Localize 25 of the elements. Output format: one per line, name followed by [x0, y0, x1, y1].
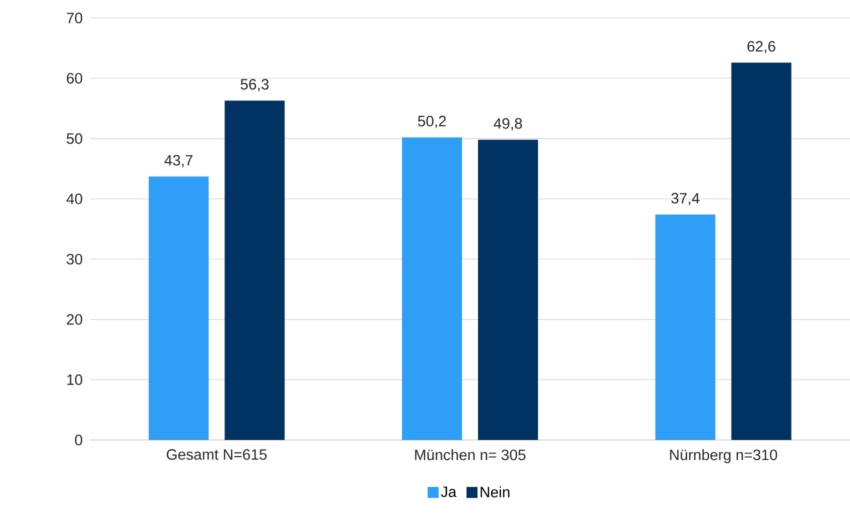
bar — [148, 176, 209, 440]
x-tick-label: München n= 305 — [415, 449, 526, 460]
y-tick-label: 70 — [66, 12, 82, 24]
data-label: 56,3 — [240, 78, 269, 92]
y-tick-label: 50 — [66, 133, 82, 144]
y-tick-label: 30 — [66, 254, 82, 264]
x-tick-label: Gesamt N=615 — [166, 449, 267, 460]
legend-label: Nein — [480, 486, 510, 498]
y-tick-label: 10 — [67, 374, 82, 386]
data-label: 37,4 — [671, 192, 700, 206]
data-label: 50,2 — [418, 116, 446, 128]
data-label: 62,6 — [748, 41, 776, 54]
bar — [655, 214, 716, 440]
y-tick-label: 0 — [75, 434, 82, 446]
data-label: 43,7 — [164, 154, 193, 168]
y-tick-label: 60 — [66, 72, 82, 84]
y-tick-label: 20 — [66, 314, 82, 325]
bar — [224, 100, 285, 440]
y-tick-label: 40 — [66, 194, 82, 204]
bar — [402, 137, 462, 440]
data-label: 49,8 — [494, 118, 522, 131]
legend-label: Ja — [440, 486, 457, 498]
bar — [478, 140, 538, 440]
x-tick-label: Nürnberg n=310 — [670, 449, 778, 464]
bar — [731, 62, 792, 440]
